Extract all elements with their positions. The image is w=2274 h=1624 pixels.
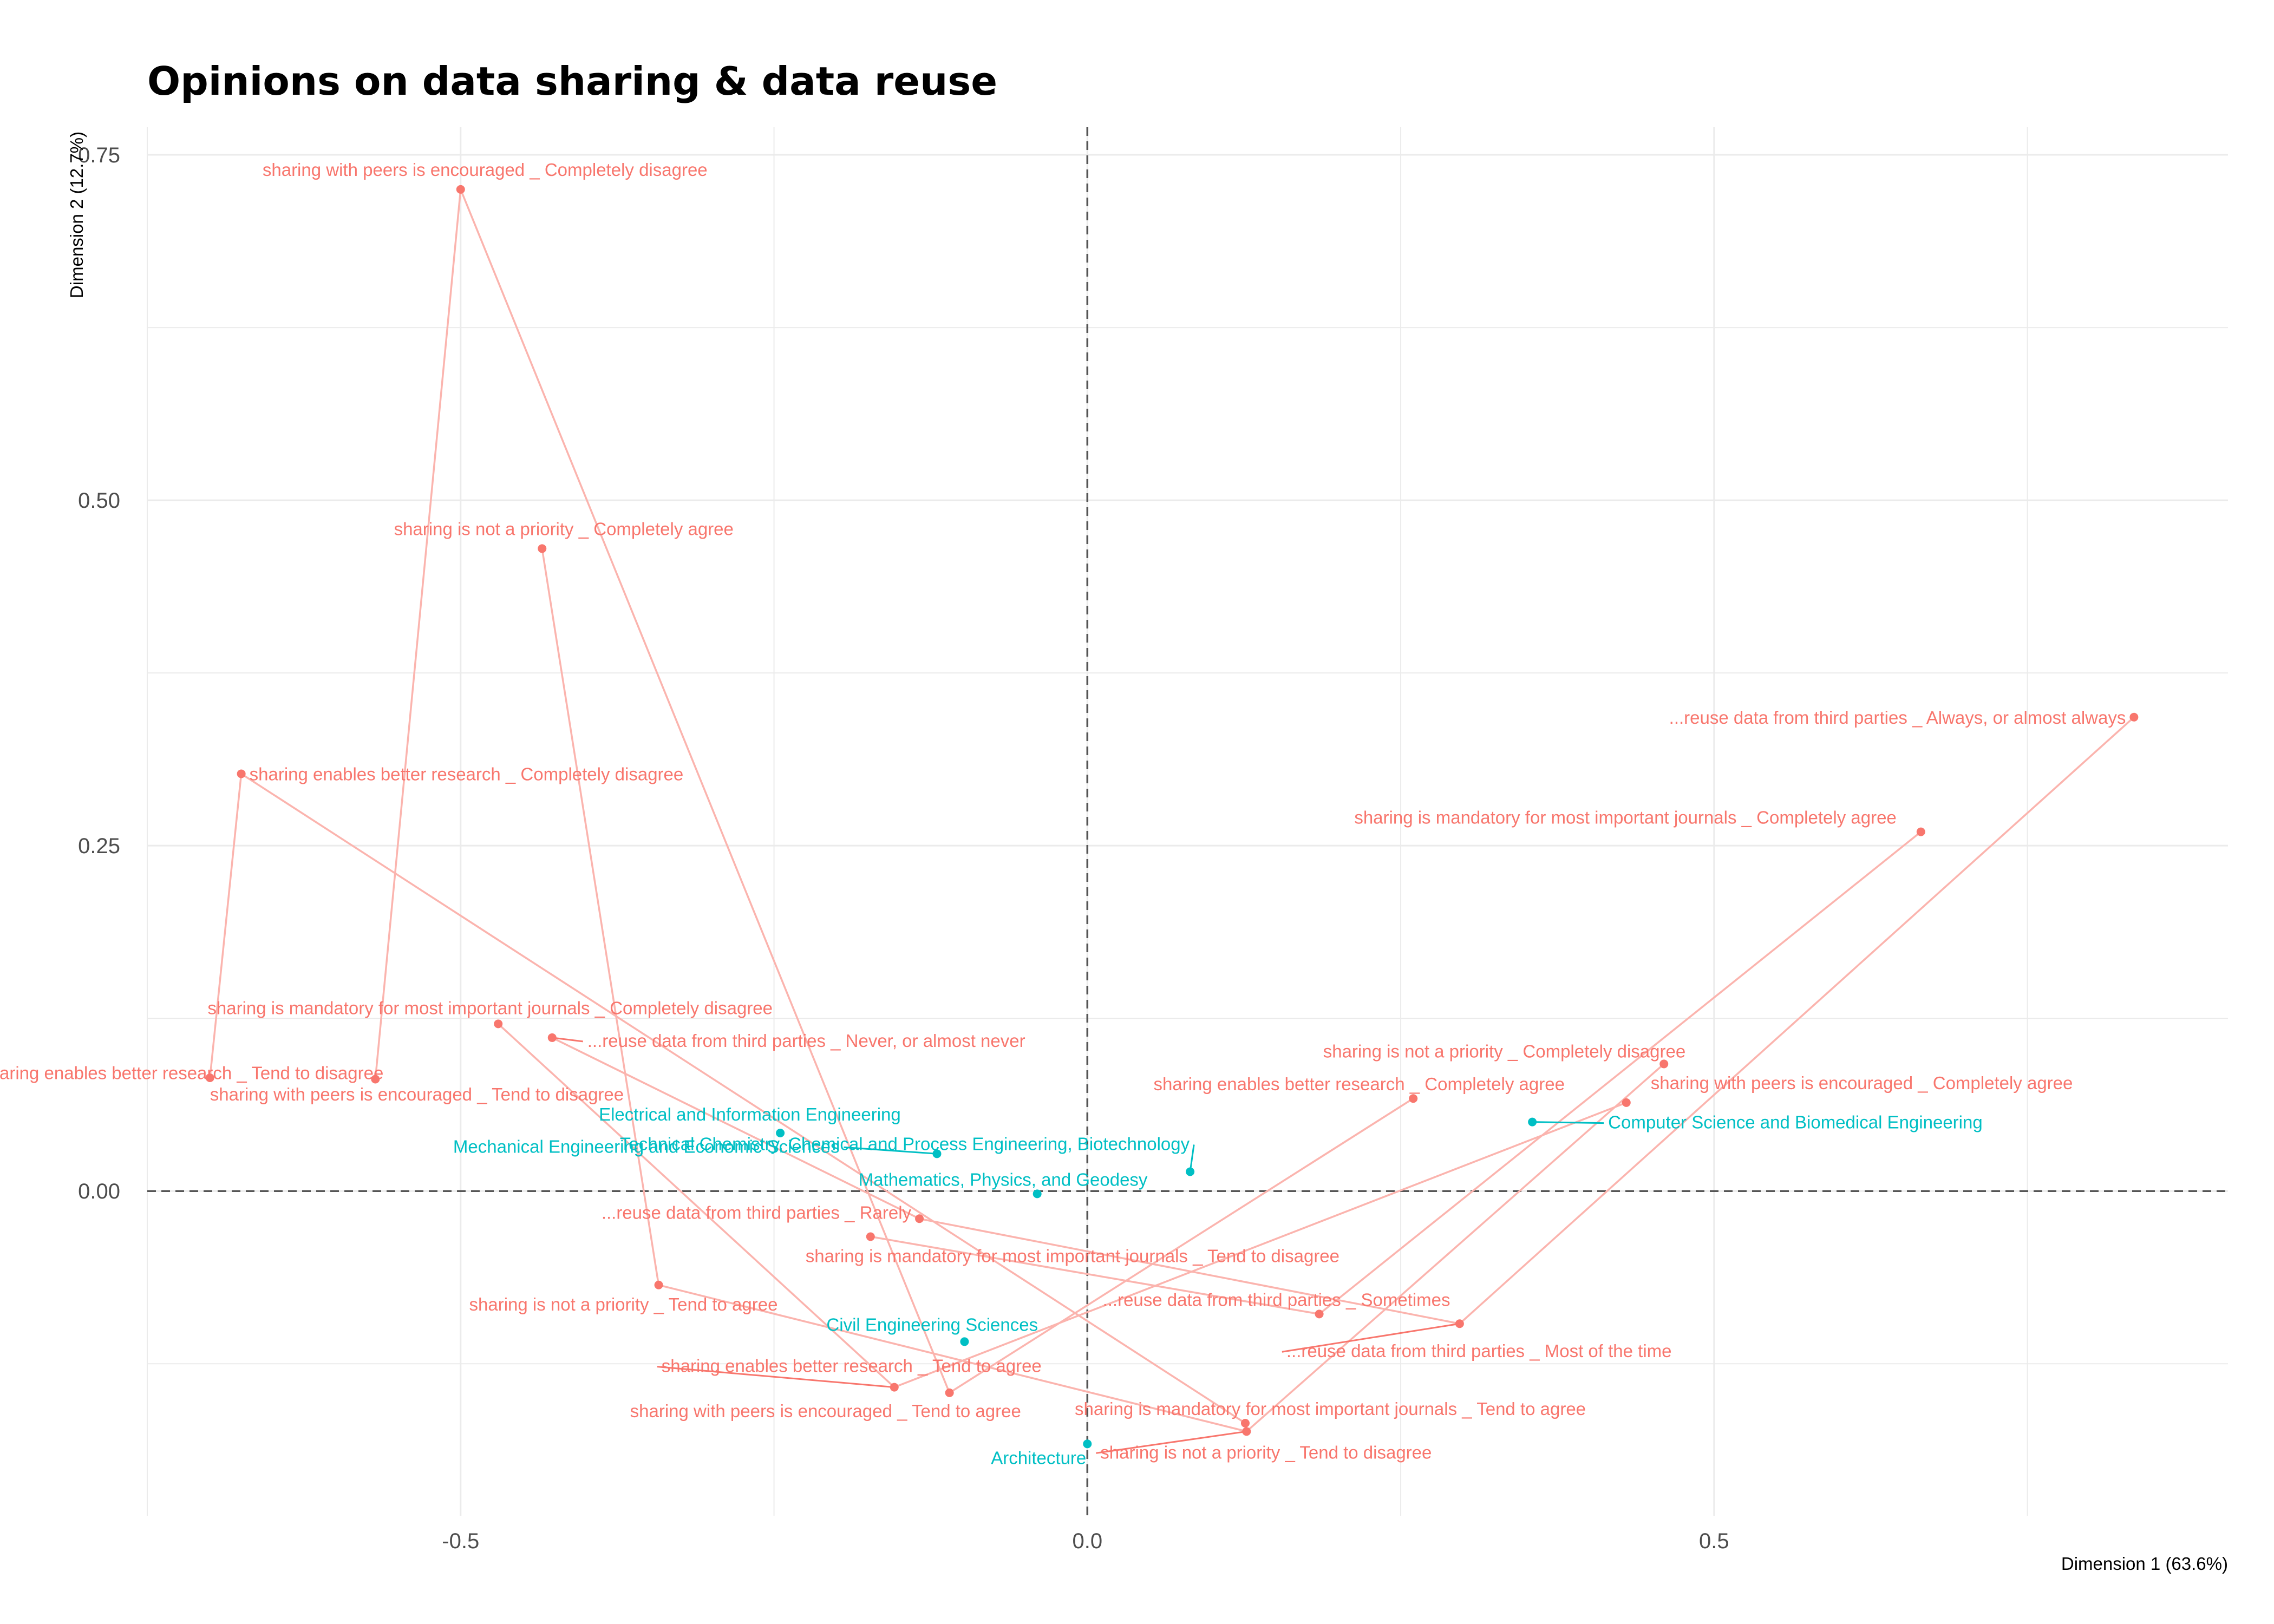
- variable-point: [538, 544, 547, 553]
- variable-label: ...reuse data from third parties _ Alway…: [1669, 708, 2126, 728]
- variable-label: ...reuse data from third parties _ Never…: [587, 1031, 1025, 1051]
- individual-point: [1033, 1189, 1042, 1199]
- individual-point: [960, 1337, 969, 1346]
- individual-point: [1528, 1117, 1537, 1127]
- point-labels: sharing with peers is encouraged _ Compl…: [0, 160, 2126, 1468]
- connector-path: [552, 716, 2135, 1325]
- grid: [147, 127, 2228, 1516]
- individual-label: Technical Chemistry, Chemical and Proces…: [620, 1134, 1190, 1154]
- variable-point: [1916, 827, 1925, 836]
- variable-label: sharing with peers is encouraged _ Tend …: [210, 1084, 624, 1104]
- variable-point: [654, 1280, 663, 1289]
- individual-label-leader: [844, 1146, 937, 1155]
- variable-label: sharing is mandatory for most important …: [1354, 808, 1896, 828]
- variable-label: sharing enables better research _ Tend t…: [662, 1356, 1042, 1376]
- variable-label: sharing is not a priority _ Tend to agre…: [469, 1294, 778, 1314]
- individual-label: Electrical and Information Engineering: [599, 1104, 901, 1124]
- individual-point: [1083, 1439, 1092, 1449]
- variable-point: [890, 1383, 899, 1392]
- x-tick-label: 0.0: [1072, 1529, 1102, 1553]
- individual-label: Architecture: [991, 1448, 1086, 1468]
- variable-point: [1455, 1319, 1464, 1328]
- y-tick-label: 0.75: [78, 143, 120, 167]
- variable-label-leader: [1096, 1430, 1247, 1454]
- variable-point: [915, 1214, 924, 1223]
- variable-label: ...reuse data from third parties _ Somet…: [1103, 1289, 1450, 1309]
- variable-label: sharing with peers is encouraged _ Compl…: [263, 160, 708, 180]
- connector-path: [949, 1097, 1414, 1394]
- variable-label: sharing with peers is encouraged _ Tend …: [630, 1401, 1021, 1421]
- variable-label: sharing enables better research _ Comple…: [1153, 1074, 1564, 1094]
- connector-path: [541, 548, 1665, 1433]
- variable-label: sharing with peers is encouraged _ Compl…: [1651, 1073, 2073, 1093]
- individual-label: Mechanical Engineering and Economic Scie…: [453, 1136, 840, 1156]
- variable-label: sharing is not a priority _ Completely a…: [394, 519, 734, 539]
- individual-label-leader: [1532, 1121, 1604, 1124]
- variable-point: [1409, 1094, 1418, 1103]
- variable-label: sharing is not a priority _ Tend to disa…: [1100, 1442, 1432, 1462]
- variable-point: [1659, 1059, 1669, 1069]
- reference-lines: [147, 127, 2228, 1516]
- variable-label: sharing is mandatory for most important …: [806, 1246, 1339, 1266]
- y-tick-label: 0.25: [78, 834, 120, 858]
- individual-point: [776, 1129, 785, 1138]
- variable-point: [237, 769, 246, 778]
- variable-point: [205, 1073, 214, 1082]
- individual-label-leader: [1189, 1144, 1195, 1172]
- label-leaders: [552, 1037, 1604, 1454]
- variable-label-leader: [657, 1366, 894, 1389]
- x-tick-label: 0.5: [1699, 1529, 1729, 1553]
- tick-labels: -0.5 0.0 0.5 0.00 0.25 0.50 0.75: [78, 143, 1729, 1553]
- variable-label: sharing enables better research _ Comple…: [250, 764, 684, 784]
- variable-point: [547, 1033, 557, 1042]
- individual-label: Civil Engineering Sciences: [826, 1314, 1038, 1334]
- individual-label: Computer Science and Biomedical Engineer…: [1608, 1112, 1983, 1132]
- variable-label-leader: [1282, 1322, 1460, 1353]
- variable-label: sharing is mandatory for most important …: [1075, 1399, 1586, 1419]
- individual-point: [1186, 1167, 1195, 1176]
- variable-label-leader: [552, 1037, 583, 1043]
- variable-point: [945, 1388, 954, 1397]
- variable-point: [371, 1075, 380, 1084]
- x-axis-title: Dimension 1 (63.6%): [2061, 1554, 2228, 1574]
- variable-label: sharing enables better research _ Tend t…: [0, 1063, 383, 1083]
- variable-point: [494, 1019, 503, 1029]
- variable-point: [1315, 1309, 1324, 1319]
- variable-point: [1622, 1098, 1631, 1107]
- x-tick-label: -0.5: [442, 1529, 479, 1553]
- variable-label: sharing is not a priority _ Completely d…: [1323, 1041, 1686, 1061]
- variable-point: [866, 1232, 875, 1241]
- variable-label: ...reuse data from third parties _ Rarel…: [602, 1202, 912, 1222]
- individual-label: Mathematics, Physics, and Geodesy: [859, 1169, 1148, 1189]
- chart-title: Opinions on data sharing & data reuse: [147, 58, 997, 104]
- points: [205, 185, 2139, 1449]
- variable-point: [456, 185, 465, 194]
- y-axis-title: Dimension 2 (12.7%): [67, 132, 87, 298]
- y-tick-label: 0.50: [78, 489, 120, 513]
- y-tick-label: 0.00: [78, 1180, 120, 1203]
- variable-point: [2129, 712, 2139, 722]
- variable-point: [1240, 1419, 1250, 1427]
- variable-point: [1242, 1427, 1251, 1436]
- variable-label: sharing is mandatory for most important …: [207, 998, 773, 1018]
- individual-point: [932, 1149, 942, 1158]
- variable-label: ...reuse data from third parties _ Most …: [1286, 1341, 1672, 1361]
